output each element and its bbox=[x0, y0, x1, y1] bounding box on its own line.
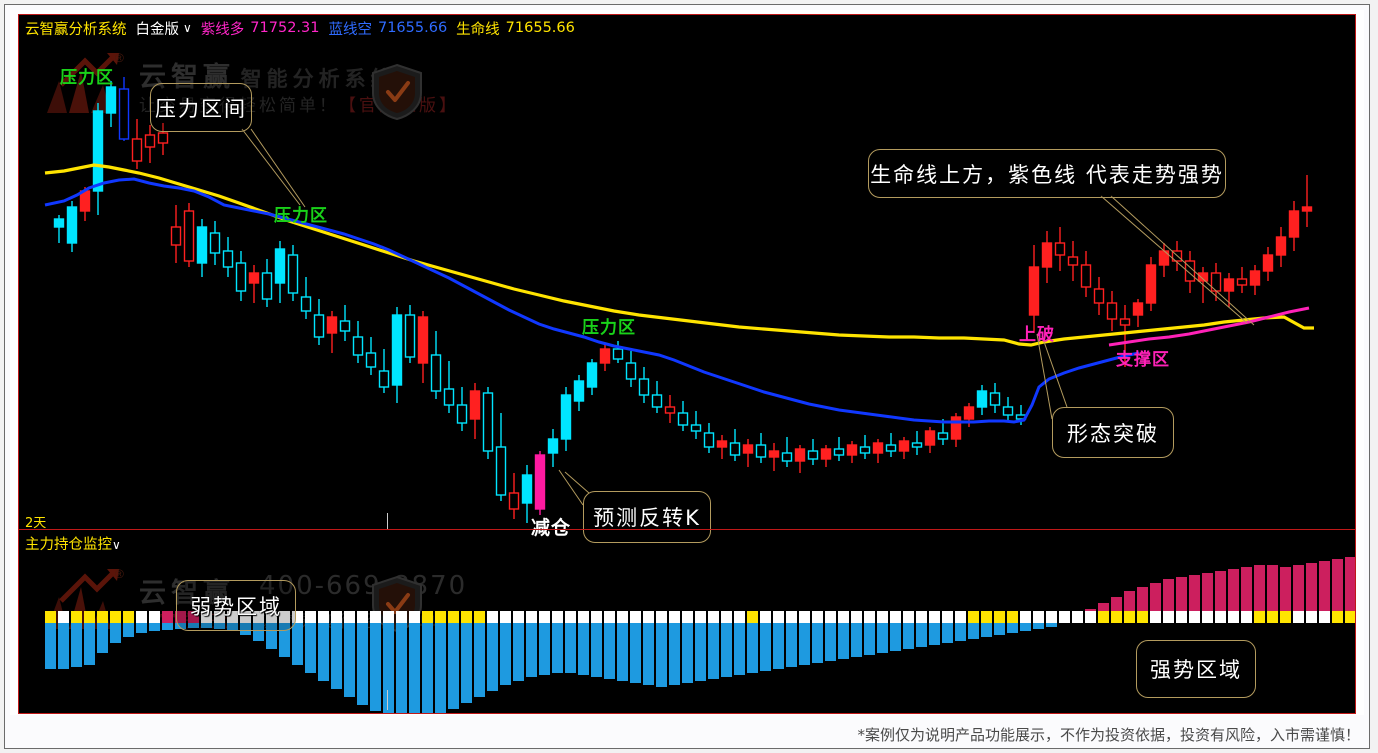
indicator-header-bar: 云智赢分析系统 白金版 ∨ 紫线多 71752.31 蓝线空 71655.66 … bbox=[25, 18, 575, 38]
callout-strong-zone: 强势区域 bbox=[1136, 640, 1256, 698]
main-force-histogram bbox=[45, 557, 1355, 713]
system-name-label: 云智赢分析系统 bbox=[25, 21, 127, 38]
price-panel: 压力区 压力区 压力区 减仓 上破 支撑区 压力区间 生命线上方，紫色线 代表走… bbox=[19, 15, 1355, 543]
quote-lifeline-label: 生命线 bbox=[456, 21, 500, 38]
quote-lifeline: 生命线 71655.66 bbox=[456, 18, 575, 39]
quote-purple: 紫线多 71752.31 bbox=[201, 18, 320, 39]
tag-reduce-position: 减仓 bbox=[531, 517, 572, 539]
callout-pressure-range: 压力区间 bbox=[150, 83, 252, 132]
quote-blue: 蓝线空 71655.66 bbox=[328, 18, 447, 39]
quote-lifeline-value: 71655.66 bbox=[505, 20, 575, 36]
chevron-down-icon[interactable]: ∨ bbox=[183, 21, 192, 35]
candlestick-plot bbox=[44, 77, 1314, 523]
quote-blue-label: 蓝线空 bbox=[328, 21, 372, 38]
callout-weak-zone: 弱势区域 bbox=[176, 580, 296, 631]
edition-label: 白金版 bbox=[135, 21, 180, 38]
volume-axis-tick bbox=[387, 690, 388, 710]
callout-strong-trend: 生命线上方，紫色线 代表走势强势 bbox=[868, 149, 1226, 198]
chevron-down-icon-volume[interactable]: ∨ bbox=[112, 538, 121, 552]
tag-pressure-zone-1: 压力区 bbox=[60, 68, 114, 88]
lifeline-series bbox=[44, 163, 1314, 347]
tag-pressure-zone-2: 压力区 bbox=[274, 206, 328, 226]
quote-blue-value: 71655.66 bbox=[377, 20, 448, 36]
callout-leader-lines bbox=[241, 128, 1255, 506]
tag-breakout-up: 上破 bbox=[1019, 325, 1055, 345]
time-axis-tick bbox=[387, 513, 388, 529]
period-label: 2天 bbox=[25, 516, 47, 531]
quote-purple-label: 紫线多 bbox=[200, 21, 245, 38]
volume-panel: 主力持仓监控∨ 弱势区域 强势区域 bbox=[19, 530, 1355, 713]
chart-surface: 云智赢 智能分析系统 让交易变得轻松简单！【官方正版】 ® ® 云智赢 bbox=[18, 14, 1356, 714]
blue-short-series bbox=[44, 177, 1140, 424]
tag-support-zone: 支撑区 bbox=[1116, 350, 1170, 370]
callout-pattern-breakout: 形态突破 bbox=[1052, 407, 1174, 458]
disclaimer-text: *案例仅为说明产品功能展示，不作为投资依据，投资有风险，入市需谨慎！ bbox=[857, 726, 1360, 744]
volume-panel-header[interactable]: 主力持仓监控∨ bbox=[25, 533, 121, 554]
volume-panel-title: 主力持仓监控 bbox=[25, 537, 112, 553]
callout-predicted-reversal-k: 预测反转K bbox=[583, 491, 711, 543]
quote-purple-value: 71752.31 bbox=[250, 20, 320, 36]
tag-pressure-zone-3: 压力区 bbox=[582, 318, 636, 338]
purple-long-series bbox=[1108, 306, 1310, 347]
panel-divider bbox=[19, 529, 1355, 530]
